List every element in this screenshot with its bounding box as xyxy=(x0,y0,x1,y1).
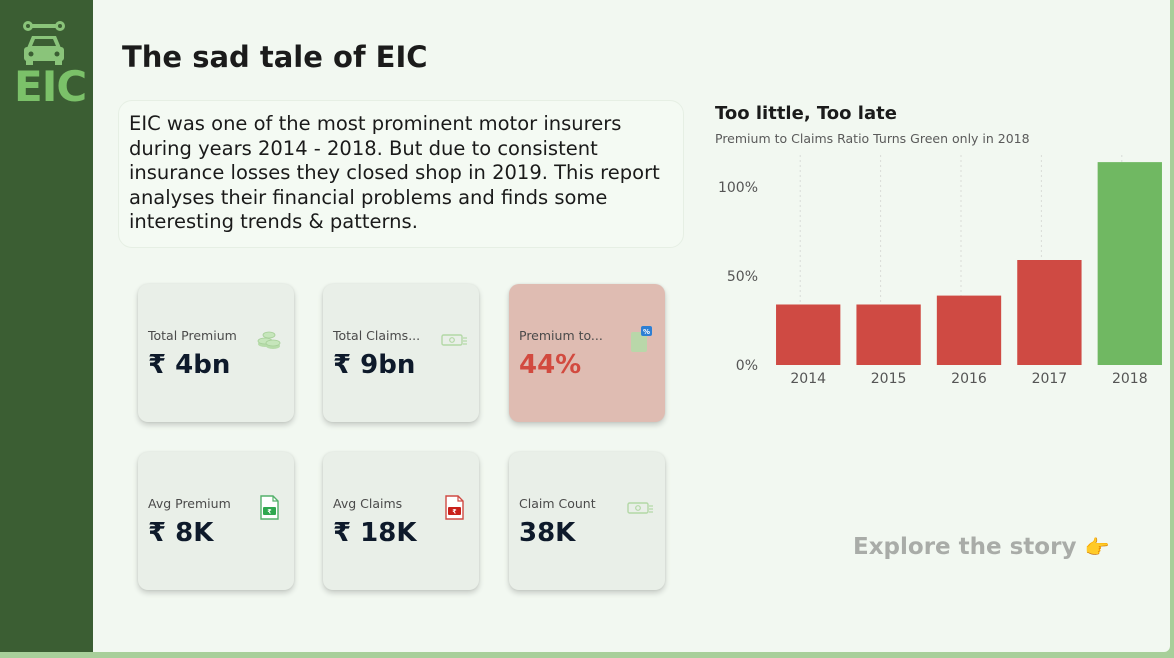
chart-bar xyxy=(776,304,841,365)
intro-text: EIC was one of the most prominent motor … xyxy=(129,112,660,233)
y-tick-label: 0% xyxy=(736,358,758,374)
page-title: The sad tale of EIC xyxy=(122,40,428,74)
logo-text: EIC xyxy=(14,62,87,111)
kpi-value: ₹ 18K xyxy=(333,518,417,548)
svg-text:%: % xyxy=(643,328,650,336)
kpi-card-premium-to-claims[interactable]: Premium to... 44% % xyxy=(509,284,665,422)
x-tick-label: 2014 xyxy=(790,371,826,387)
x-tick-label: 2016 xyxy=(951,371,987,387)
explore-story-label: Explore the story xyxy=(853,534,1077,560)
pointing-hand-icon: 👉 xyxy=(1084,535,1110,559)
x-tick-label: 2018 xyxy=(1112,371,1148,387)
kpi-label: Claim Count xyxy=(519,496,596,511)
kpi-value: 38K xyxy=(519,518,576,548)
kpi-label: Premium to... xyxy=(519,328,603,343)
chart-bar xyxy=(1097,162,1162,365)
kpi-value: ₹ 4bn xyxy=(148,350,231,380)
kpi-card-claim-count[interactable]: Claim Count 38K xyxy=(509,452,665,590)
kpi-card-avg-claims[interactable]: Avg Claims ₹ 18K ₹ xyxy=(323,452,479,590)
kpi-value: 44% xyxy=(519,350,582,380)
green-bill-icon: ₹ xyxy=(260,495,279,520)
svg-text:₹: ₹ xyxy=(452,509,456,516)
explore-story-button[interactable]: Explore the story 👉 xyxy=(853,534,1109,560)
chart-bar xyxy=(936,295,1002,365)
chart-title: Too little, Too late xyxy=(715,103,897,124)
cash-icon xyxy=(441,334,467,346)
kpi-label: Avg Claims xyxy=(333,496,403,511)
kpi-label: Total Premium xyxy=(148,328,237,343)
sidebar: EIC xyxy=(0,0,93,652)
car-wrench-icon xyxy=(23,21,65,65)
red-bill-icon: ₹ xyxy=(445,495,464,520)
kpi-card-avg-premium[interactable]: Avg Premium ₹ 8K ₹ xyxy=(138,452,294,590)
chart-bar xyxy=(856,304,921,365)
x-tick-label: 2017 xyxy=(1032,371,1068,387)
kpi-value: ₹ 9bn xyxy=(333,350,416,380)
premium-claims-ratio-chart: 0% 50% 100% 2014 2015 2016 2017 2018 xyxy=(718,155,1162,387)
svg-text:₹: ₹ xyxy=(267,509,271,516)
x-tick-label: 2015 xyxy=(871,371,907,387)
cash-icon xyxy=(627,502,653,514)
y-tick-label: 50% xyxy=(727,269,758,285)
kpi-card-total-premium[interactable]: Total Premium ₹ 4bn xyxy=(138,284,294,422)
chart-subtitle: Premium to Claims Ratio Turns Green only… xyxy=(715,131,1030,146)
percent-doc-icon: % xyxy=(631,326,652,352)
coins-icon xyxy=(257,331,281,349)
chart-bar xyxy=(1017,260,1082,365)
kpi-label: Total Claims... xyxy=(333,328,421,343)
y-tick-label: 100% xyxy=(718,180,758,196)
kpi-value: ₹ 8K xyxy=(148,518,214,548)
kpi-card-total-claims[interactable]: Total Claims... ₹ 9bn xyxy=(323,284,479,422)
intro-box xyxy=(118,100,684,248)
kpi-label: Avg Premium xyxy=(148,496,231,511)
